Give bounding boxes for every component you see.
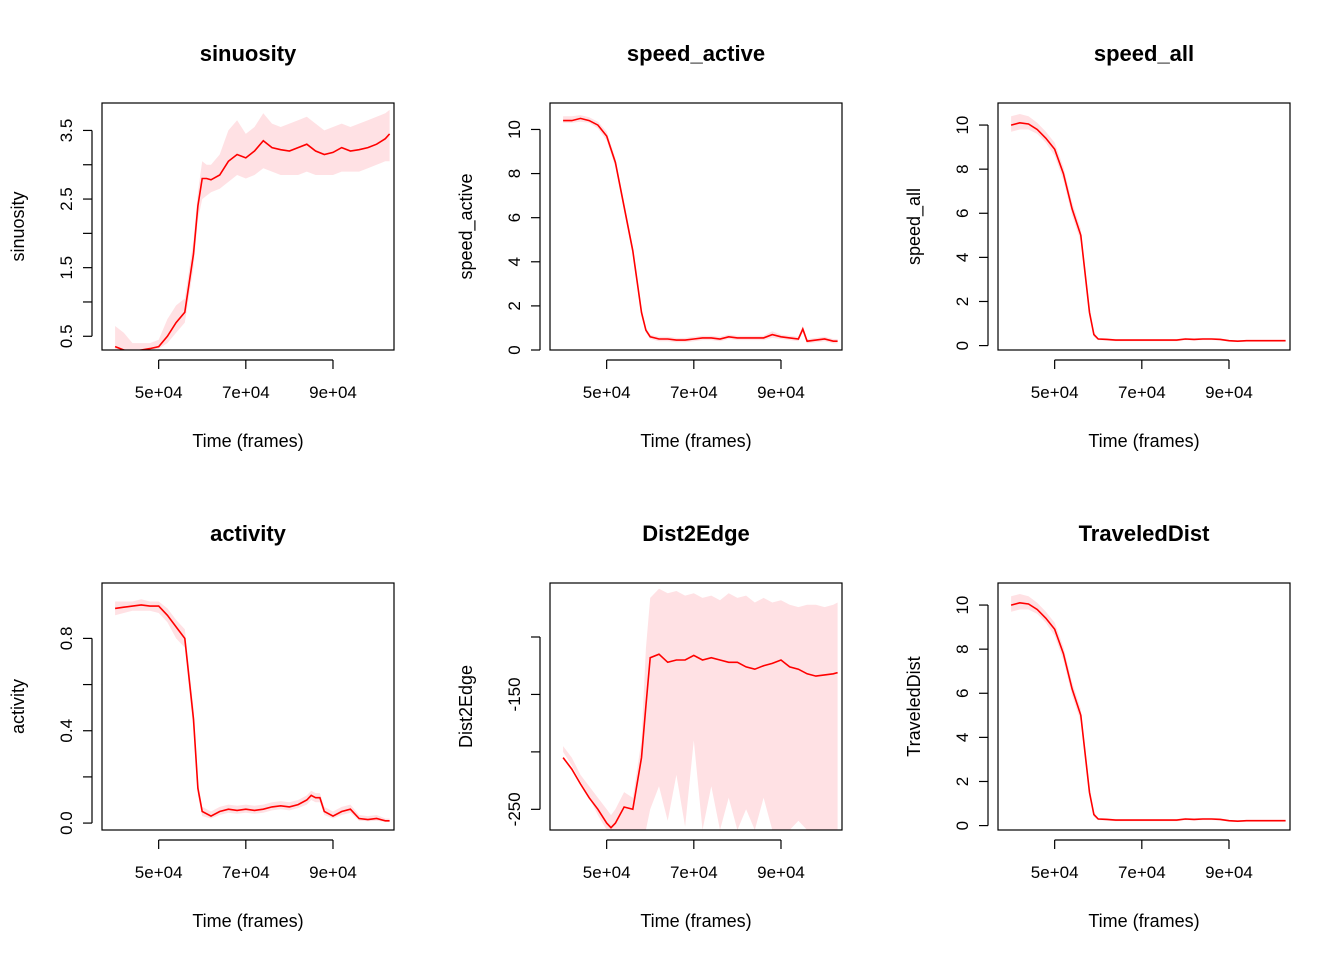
chart-panel-3: 5e+04 7e+04 9e+04 0 2 4 6 8 10 speed_all Time (fra… <box>904 41 1291 451</box>
y-axis-label: sinuosity <box>8 191 28 261</box>
y-tick-label: 0 <box>953 341 972 350</box>
plot-frame <box>549 102 843 351</box>
y-tick-label: 10 <box>953 596 972 615</box>
y-axis-label: Dist2Edge <box>456 665 476 748</box>
series-band <box>115 109 390 350</box>
chart-title: speed_all <box>1094 41 1194 66</box>
y-tick-label: 10 <box>505 120 524 139</box>
plot-frame <box>101 582 395 831</box>
chart-title: sinuosity <box>200 41 297 66</box>
series-line <box>563 117 838 343</box>
x-tick-label: 9e+04 <box>757 863 805 882</box>
series-line <box>114 604 390 822</box>
x-tick-label: 5e+04 <box>135 863 183 882</box>
y-tick-label: 1.5 <box>57 256 76 280</box>
series-line <box>562 653 838 829</box>
x-tick-label: 9e+04 <box>757 383 805 402</box>
y-tick-label: 6 <box>953 689 972 698</box>
y-tick-label: 4 <box>505 257 524 266</box>
y-axis-label: TraveledDist <box>904 656 924 756</box>
y-tick-label: -250 <box>505 792 524 826</box>
x-axis-label: Time (frames) <box>1088 911 1199 931</box>
x-axis-label: Time (frames) <box>640 911 751 931</box>
chart-panel-1: 5e+04 7e+04 9e+04 0.5 1.5 2.5 3.5 sinuosity Time… <box>8 41 395 451</box>
y-tick-label: 2 <box>953 777 972 786</box>
x-axis-label: Time (frames) <box>192 431 303 451</box>
x-tick-label: 7e+04 <box>670 383 718 402</box>
x-tick-label: 9e+04 <box>309 383 357 402</box>
y-tick-label: 8 <box>505 169 524 178</box>
y-tick-label: 0.0 <box>57 811 76 835</box>
series-line <box>1010 121 1286 343</box>
chart-title: TraveledDist <box>1079 521 1211 546</box>
y-tick-label: 8 <box>953 644 972 653</box>
y-tick-label: 6 <box>505 213 524 222</box>
y-tick-label: 6 <box>953 209 972 218</box>
y-tick-label: 0.4 <box>57 719 76 743</box>
x-tick-label: 5e+04 <box>1031 383 1079 402</box>
y-tick-label: 0.8 <box>57 627 76 651</box>
x-tick-label: 7e+04 <box>222 863 270 882</box>
plot-frame <box>997 102 1291 351</box>
y-axis-label: activity <box>8 679 28 734</box>
chart-panel-5: 5e+04 7e+04 9e+04 -250 -150 Dist2Edge Time (fr… <box>456 521 843 931</box>
x-axis-label: Time (frames) <box>640 431 751 451</box>
y-tick-label: 10 <box>953 116 972 135</box>
chart-title: speed_active <box>627 41 765 66</box>
x-tick-label: 7e+04 <box>222 383 270 402</box>
y-tick-label: 3.5 <box>57 119 76 143</box>
x-tick-label: 9e+04 <box>1205 863 1253 882</box>
series-line <box>114 133 391 350</box>
x-tick-label: 5e+04 <box>135 383 183 402</box>
y-tick-label: 4 <box>953 253 972 262</box>
plot-frame <box>997 582 1291 831</box>
x-tick-label: 9e+04 <box>1205 383 1253 402</box>
x-axis-label: Time (frames) <box>1088 431 1199 451</box>
x-axis-label: Time (frames) <box>192 911 303 931</box>
x-tick-label: 5e+04 <box>583 863 631 882</box>
chart-panel-2: 5e+04 7e+04 9e+04 0 2 4 6 8 10 speed_active Time (… <box>456 41 843 451</box>
y-axis-label: speed_all <box>904 188 925 265</box>
x-tick-label: 7e+04 <box>670 863 718 882</box>
series-band <box>563 588 838 830</box>
plot-frame <box>549 582 843 831</box>
chart-panel-6: 5e+04 7e+04 9e+04 0 2 4 6 8 10 TraveledDist Time (… <box>904 521 1291 931</box>
y-tick-label: 0 <box>505 345 524 354</box>
y-axis-label: speed_active <box>456 173 477 279</box>
y-tick-label: 2 <box>505 301 524 310</box>
x-tick-label: 7e+04 <box>1118 383 1166 402</box>
y-tick-label: 2.5 <box>57 187 76 211</box>
chart-title: Dist2Edge <box>642 521 750 546</box>
x-tick-label: 5e+04 <box>583 383 631 402</box>
x-tick-label: 9e+04 <box>309 863 357 882</box>
y-tick-label: 8 <box>953 164 972 173</box>
chart-title: activity <box>210 521 287 546</box>
chart-panel-4: 5e+04 7e+04 9e+04 0.0 0.4 0.8 activity Time (fr… <box>8 521 395 931</box>
y-tick-label: 0 <box>953 821 972 830</box>
y-tick-label: -150 <box>505 677 524 711</box>
y-tick-label: 2 <box>953 297 972 306</box>
series-line <box>1010 601 1286 823</box>
y-tick-label: 0.5 <box>57 324 76 348</box>
x-tick-label: 5e+04 <box>1031 863 1079 882</box>
plot-frame <box>101 102 395 351</box>
y-tick-label: 4 <box>953 733 972 742</box>
x-tick-label: 7e+04 <box>1118 863 1166 882</box>
